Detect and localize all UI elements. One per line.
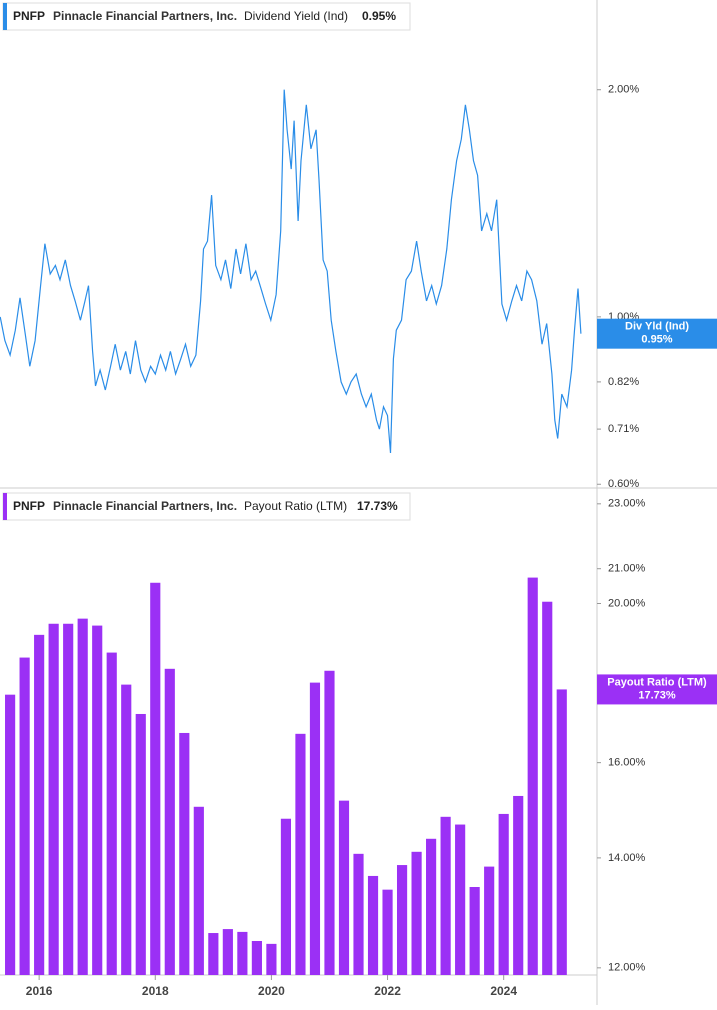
- bar: [63, 623, 74, 975]
- badge-label: Payout Ratio (LTM): [607, 676, 707, 688]
- legend-value: 17.73%: [357, 499, 398, 513]
- bar: [396, 865, 408, 975]
- bar: [527, 577, 538, 975]
- x-tick-label: 2022: [374, 984, 401, 998]
- bar: [440, 816, 451, 975]
- bar: [382, 889, 393, 975]
- legend-swatch: [3, 3, 7, 30]
- bar: [498, 813, 509, 975]
- legend-swatch: [3, 493, 7, 520]
- bar: [295, 733, 306, 975]
- bar: [266, 943, 277, 975]
- legend-ticker: PNFP: [13, 499, 45, 513]
- bar: [150, 582, 161, 975]
- y-tick-label: 21.00%: [608, 563, 646, 575]
- value-badge: [597, 674, 717, 705]
- y-tick-label: 2.00%: [608, 84, 639, 96]
- legend-box: [2, 2, 411, 31]
- x-tick-label: 2024: [490, 984, 517, 998]
- bar: [92, 625, 103, 975]
- legend-company: Pinnacle Financial Partners, Inc.: [53, 499, 237, 513]
- y-tick-label: 23.00%: [608, 498, 646, 510]
- bar: [324, 670, 335, 975]
- x-tick-label: 2018: [142, 984, 169, 998]
- badge-label: Div Yld (Ind): [625, 321, 689, 333]
- bar: [19, 657, 30, 975]
- bar: [77, 618, 88, 975]
- bar: [309, 682, 321, 975]
- legend-value: 0.95%: [362, 9, 396, 23]
- y-tick-label: 0.82%: [608, 376, 639, 388]
- bar: [34, 634, 45, 975]
- y-tick-label: 16.00%: [608, 757, 646, 769]
- bar: [556, 689, 567, 975]
- bar: [411, 851, 422, 975]
- bar: [135, 713, 146, 975]
- bar: [106, 652, 117, 975]
- bar: [353, 853, 364, 975]
- bar: [280, 818, 292, 975]
- bar: [5, 694, 16, 975]
- badge-value: 17.73%: [638, 689, 676, 701]
- x-tick-label: 2020: [258, 984, 285, 998]
- bar: [455, 824, 466, 975]
- bar: [251, 941, 262, 975]
- legend-metric: Dividend Yield (Ind): [244, 9, 348, 23]
- bar: [484, 866, 495, 975]
- y-tick-label: 0.60%: [608, 478, 639, 490]
- legend-metric: Payout Ratio (LTM): [244, 499, 347, 513]
- bar: [338, 800, 350, 975]
- legend-company: Pinnacle Financial Partners, Inc.: [53, 9, 237, 23]
- bar: [367, 875, 379, 975]
- bar: [237, 931, 248, 975]
- bar: [164, 668, 175, 975]
- bar: [48, 623, 59, 975]
- legend-box: [2, 492, 411, 521]
- bar: [121, 684, 132, 975]
- badge-value: 0.95%: [641, 334, 672, 346]
- y-tick-label: 20.00%: [608, 597, 646, 609]
- bar: [222, 929, 233, 975]
- x-tick-label: 2016: [26, 984, 53, 998]
- bar: [426, 838, 437, 975]
- bar: [469, 887, 480, 975]
- y-tick-label: 14.00%: [608, 852, 646, 864]
- bar: [542, 601, 553, 975]
- bar: [513, 795, 524, 975]
- bar: [193, 806, 204, 975]
- legend-ticker: PNFP: [13, 9, 45, 23]
- y-tick-label: 12.00%: [608, 962, 646, 974]
- bar: [208, 933, 219, 975]
- value-badge: [597, 318, 717, 349]
- y-tick-label: 0.71%: [608, 423, 639, 435]
- bar: [179, 732, 190, 975]
- data-line: [0, 89, 582, 454]
